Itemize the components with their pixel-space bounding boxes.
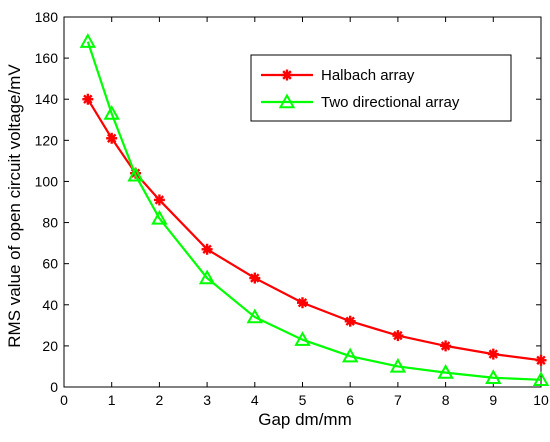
x-tick-label: 8 (442, 392, 450, 408)
x-axis-label: Gap dm/mm (258, 410, 352, 429)
triangle-marker (294, 331, 311, 346)
asterisk-marker (82, 93, 94, 105)
triangle-marker (246, 308, 263, 324)
asterisk-stroke (107, 133, 117, 143)
asterisk-marker (344, 315, 356, 327)
asterisk-marker (297, 297, 308, 309)
y-tick-label: 80 (42, 215, 58, 231)
y-tick-label: 120 (35, 132, 59, 148)
x-tick-label: 10 (533, 392, 549, 408)
y-tick-label: 20 (42, 338, 58, 354)
x-tick-label: 9 (489, 392, 497, 408)
asterisk-stroke (154, 195, 165, 205)
triangle-marker (198, 269, 216, 285)
asterisk-marker (440, 340, 452, 352)
y-tick-label: 40 (42, 297, 58, 313)
legend-label: Halbach array (321, 67, 415, 84)
series-line (86, 98, 542, 362)
x-tick-label: 3 (203, 392, 211, 408)
triangle-marker (485, 369, 502, 384)
asterisk-stroke (393, 330, 403, 341)
asterisk-marker (106, 132, 118, 144)
y-tick-label: 100 (35, 173, 59, 189)
triangle-marker (532, 371, 550, 387)
x-tick-label: 2 (156, 392, 164, 408)
data-series (79, 33, 550, 387)
x-tick-label: 7 (394, 392, 402, 408)
asterisk-marker (487, 348, 499, 360)
asterisk-stroke (345, 316, 355, 326)
asterisk-stroke (488, 349, 498, 359)
y-tick-label: 60 (42, 256, 58, 272)
triangle-marker (79, 33, 97, 48)
y-tick-label: 160 (35, 50, 59, 66)
x-tick-label: 6 (346, 392, 354, 408)
asterisk-marker (201, 243, 213, 255)
y-axis-label: RMS value of open circuit voltage/mV (5, 64, 24, 348)
y-tick-label: 180 (35, 9, 59, 25)
asterisk-stroke (282, 70, 292, 80)
series-2 (79, 33, 550, 387)
legend-box (250, 54, 512, 122)
triangle-marker (278, 93, 296, 109)
triangle-marker (103, 105, 120, 120)
asterisk-stroke (440, 341, 451, 351)
y-tick-label: 0 (50, 379, 58, 395)
asterisk-marker (249, 272, 261, 284)
triangle-marker (437, 364, 454, 379)
x-tick-label: 0 (60, 392, 68, 408)
triangle-marker (151, 209, 168, 225)
asterisk-stroke (250, 273, 260, 283)
asterisk-stroke (536, 355, 546, 365)
asterisk-stroke (202, 244, 212, 254)
legend: Halbach array Two directional array (250, 54, 512, 122)
asterisk-stroke (83, 94, 93, 104)
asterisk-marker (392, 330, 404, 342)
series-line (86, 41, 542, 381)
triangle-marker (127, 166, 144, 182)
x-tick-label: 5 (299, 392, 307, 408)
x-tick-label: 1 (108, 392, 116, 408)
y-tick-label: 140 (35, 91, 59, 107)
legend-entry: Two directional array (261, 93, 460, 111)
asterisk-marker (281, 69, 293, 81)
triangle-marker (342, 347, 359, 363)
series-1 (82, 93, 547, 366)
asterisk-marker (153, 194, 165, 206)
legend-entry: Halbach array (261, 67, 415, 84)
legend-label: Two directional array (321, 94, 460, 111)
triangle-marker (389, 357, 407, 373)
asterisk-marker (535, 354, 547, 366)
asterisk-stroke (297, 298, 308, 308)
x-tick-label: 4 (251, 392, 259, 408)
